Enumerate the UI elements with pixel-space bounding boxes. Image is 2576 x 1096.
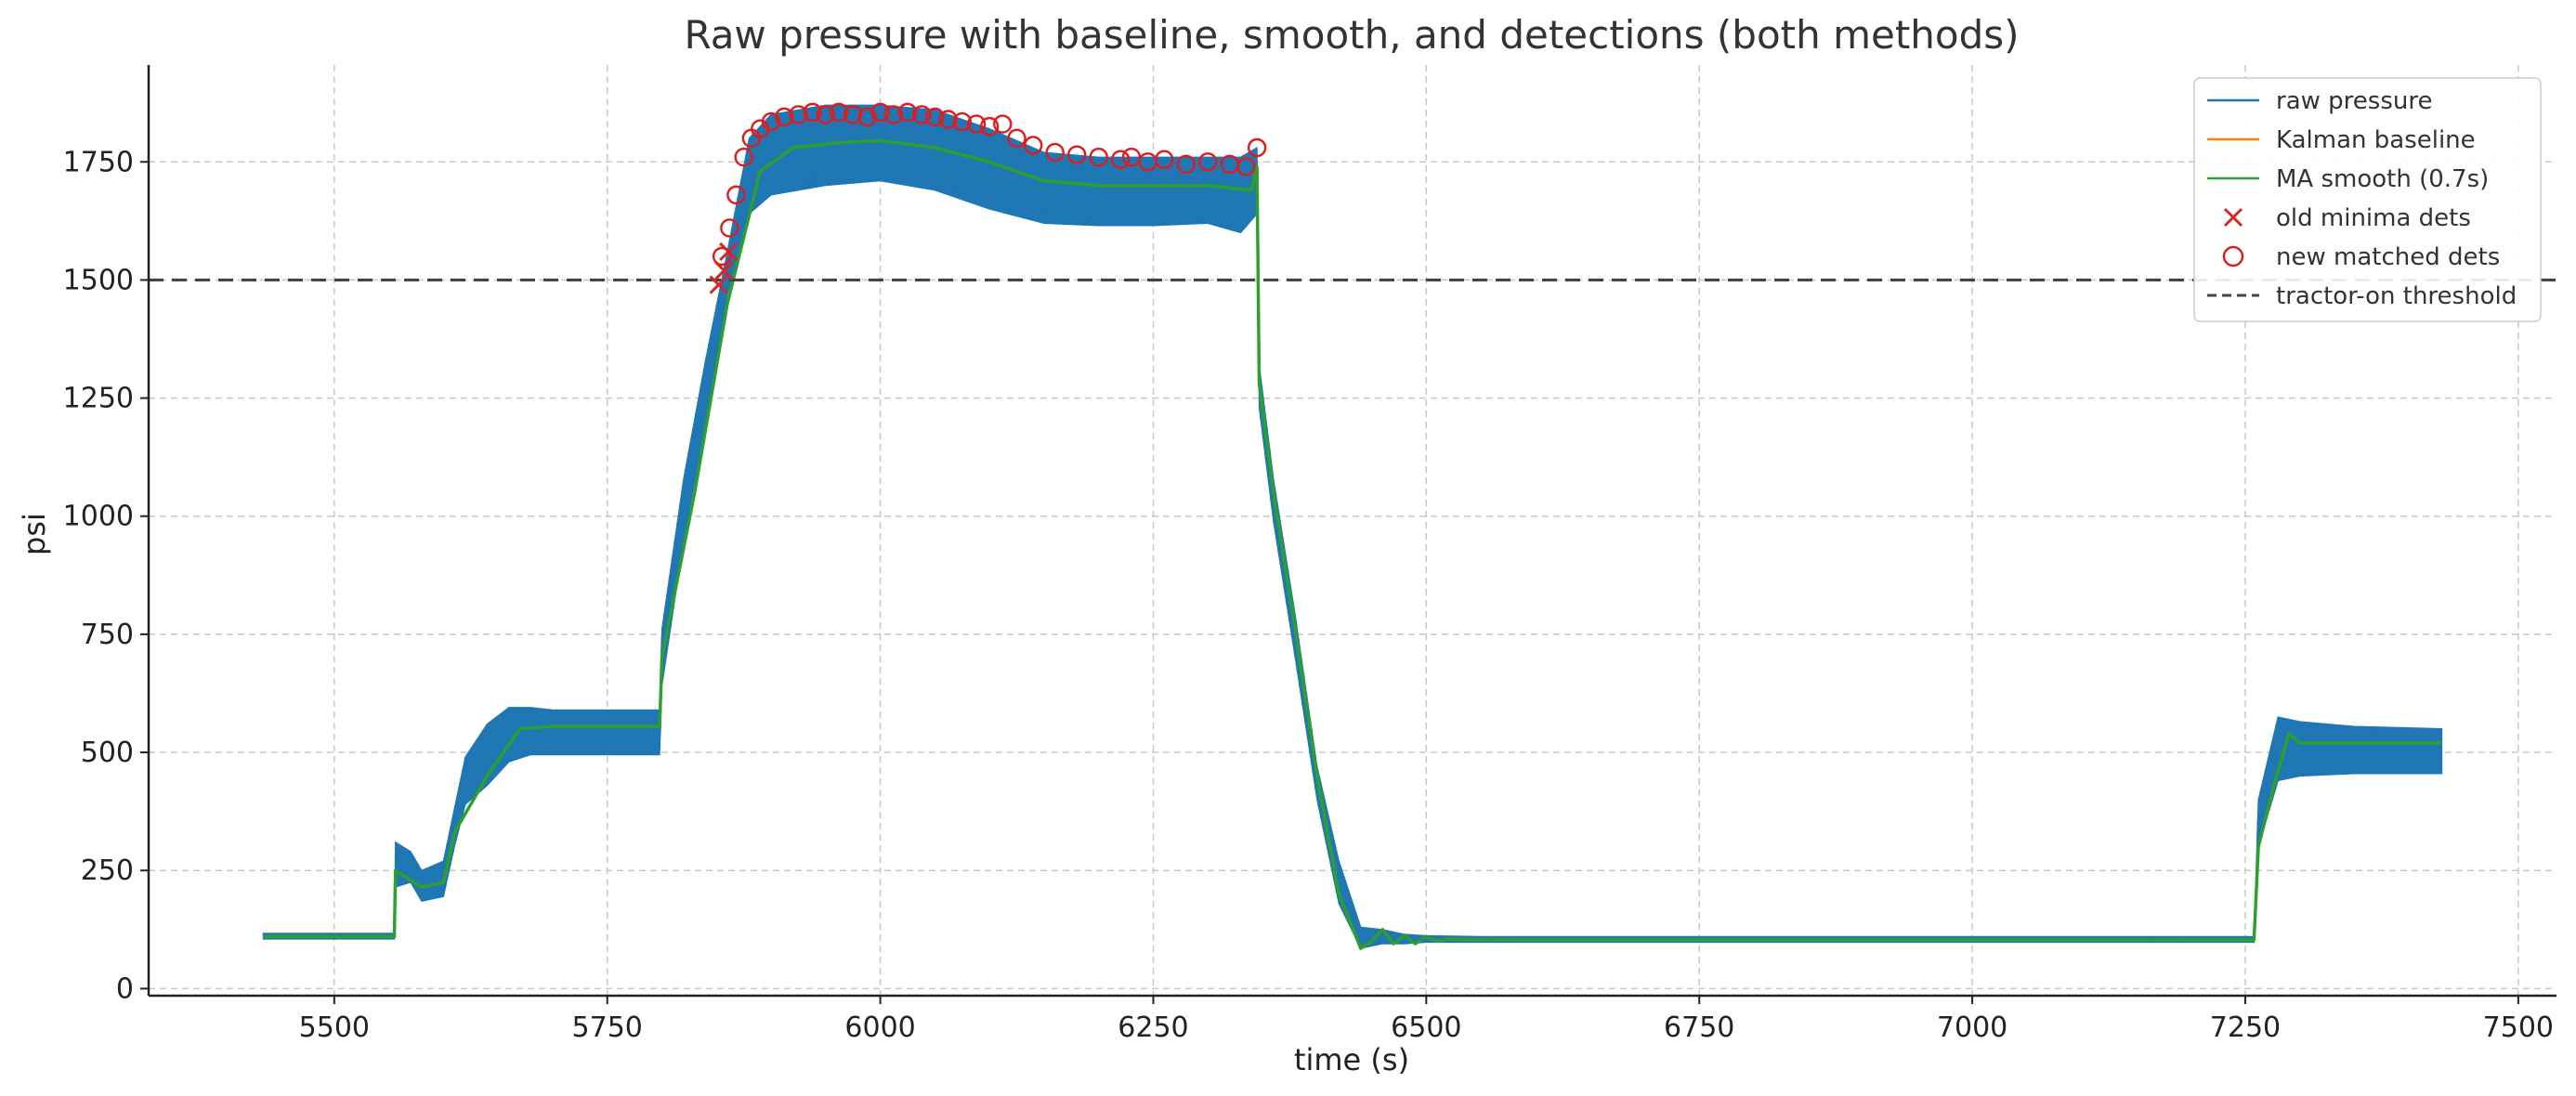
- y-tick-label: 1500: [63, 264, 134, 296]
- new-matched-det-point: [774, 107, 794, 127]
- legend-label: MA smooth (0.7s): [2276, 165, 2489, 193]
- x-tick-label: 6000: [844, 1011, 915, 1044]
- x-tick-label: 6750: [1664, 1011, 1734, 1044]
- new-matched-det-point: [912, 105, 932, 124]
- legend: raw pressure Kalman baseline MA smooth (0.…: [2193, 77, 2542, 322]
- new-matched-det-point: [1023, 136, 1043, 155]
- y-tick-label: 1750: [63, 146, 134, 178]
- new-matched-det-point: [1089, 147, 1108, 167]
- legend-label: tractor-on threshold: [2276, 282, 2517, 310]
- new-matched-det-point: [979, 116, 1000, 137]
- raw-pressure-band: [262, 104, 2443, 949]
- ma-smooth-line: [263, 138, 2442, 950]
- x-tick-label: 5750: [572, 1011, 643, 1044]
- new-matched-det-point: [761, 111, 781, 132]
- x-tick-label: 6250: [1118, 1011, 1188, 1044]
- legend-label: new matched dets: [2276, 243, 2500, 271]
- x-tick-label: 6500: [1391, 1011, 1461, 1044]
- new-matched-det-point: [1176, 154, 1196, 175]
- new-matched-det-point: [897, 102, 918, 123]
- x-tick-label: 7000: [1937, 1011, 2007, 1044]
- y-tick-label: 500: [81, 737, 134, 769]
- new-matched-det-point: [938, 110, 958, 129]
- y-axis-label: psi: [17, 513, 52, 555]
- new-matched-det-point: [726, 185, 746, 205]
- kalman-baseline-line: [263, 138, 2442, 950]
- legend-swatch-x: [2223, 207, 2243, 228]
- new-matched-det-point: [816, 105, 836, 124]
- new-matched-det-point: [1236, 157, 1256, 176]
- new-matched-det-point: [1045, 142, 1065, 163]
- new-matched-det-point: [925, 107, 945, 127]
- old-minima-det-point: [709, 275, 728, 294]
- new-matched-det-point: [870, 102, 890, 123]
- new-matched-det-point: [966, 114, 987, 134]
- new-matched-det-point: [843, 105, 863, 124]
- x-tick-label: 5500: [299, 1011, 370, 1044]
- new-matched-det-point: [1066, 145, 1087, 164]
- raw-pressure-line: [262, 105, 2442, 948]
- y-tick-label: 1250: [63, 383, 134, 415]
- old-det-stroke: [709, 275, 728, 294]
- new-matched-det-point: [1155, 150, 1174, 169]
- new-matched-det-point: [857, 107, 877, 127]
- legend-label: old minima dets: [2276, 204, 2471, 232]
- new-matched-det-point: [883, 105, 903, 124]
- new-matched-det-point: [1247, 137, 1267, 158]
- old-det-stroke: [714, 261, 734, 281]
- y-tick-label: 0: [116, 972, 134, 1005]
- axes-layer: [147, 65, 2556, 998]
- legend-label: Kalman baseline: [2276, 126, 2476, 154]
- new-matched-det-point: [952, 111, 972, 132]
- legend-label: raw pressure: [2276, 87, 2432, 115]
- legend-swatch-circle: [2222, 245, 2244, 267]
- new-matched-det-point: [1111, 150, 1131, 169]
- new-matched-det-point: [1198, 152, 1218, 172]
- new-matched-det-point: [829, 102, 849, 123]
- chart-title: Raw pressure with baseline, smooth, and …: [684, 12, 2019, 58]
- x-tick-label: 7500: [2483, 1011, 2554, 1044]
- data-layer: [149, 102, 2556, 950]
- y-tick-label: 250: [81, 855, 134, 887]
- new-matched-det-point: [993, 114, 1013, 134]
- x-tick-label: 7250: [2210, 1011, 2281, 1044]
- y-tick-label: 750: [81, 619, 134, 651]
- new-matched-det-point: [789, 105, 808, 124]
- new-matched-det-point: [712, 246, 732, 267]
- tick-layer: 5500 5750 6000 6250 6500 6750 7000 7250 7500 0 250…: [63, 146, 2554, 1044]
- new-matched-det-point: [803, 102, 822, 123]
- y-tick-label: 1000: [63, 501, 134, 533]
- new-matched-det-point: [1007, 128, 1026, 149]
- x-axis-label: time (s): [1294, 1042, 1409, 1077]
- new-matched-det-point: [720, 218, 739, 238]
- new-matched-det-point: [734, 147, 753, 167]
- legend-box: [2193, 77, 2542, 322]
